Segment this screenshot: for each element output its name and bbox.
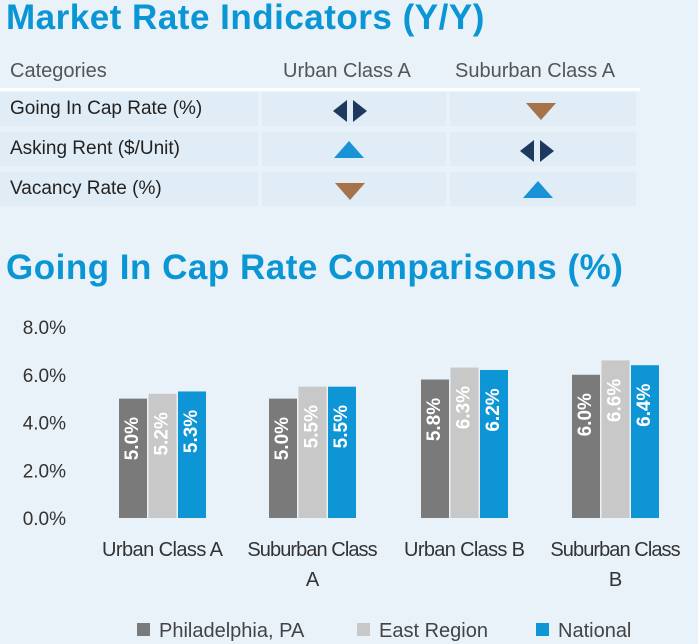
header-suburban-class-a: Suburban Class A (455, 60, 616, 82)
table-row: Asking Rent ($/Unit) (0, 132, 640, 169)
data-label: 5.3% (181, 410, 202, 453)
bar (298, 386, 327, 518)
data-label: 5.0% (122, 417, 143, 460)
row-label: Asking Rent ($/Unit) (10, 138, 181, 159)
indicators-title: Market Rate Indicators (Y/Y) (6, 0, 485, 37)
table-divider (0, 88, 640, 91)
data-label: 5.2% (152, 412, 173, 455)
x-tick-label: Urban Class A (102, 539, 224, 561)
bar (148, 393, 177, 518)
flat-indicator-icon (333, 100, 367, 127)
down-arrow-icon (335, 183, 365, 205)
legend-label: National (558, 620, 631, 642)
bar (601, 360, 630, 518)
legend-swatch (536, 623, 549, 636)
table-row: Vacancy Rate (%) (0, 172, 640, 209)
flat-indicator-icon (520, 140, 554, 167)
bar (269, 398, 297, 518)
x-tick-label: B (609, 569, 622, 591)
x-tick-label: Suburban Class (247, 539, 377, 561)
header-urban-class-a: Urban Class A (283, 60, 411, 82)
legend-swatch (137, 623, 150, 636)
bar (328, 386, 356, 518)
data-label: 6.4% (634, 383, 655, 426)
x-tick-label: Suburban Class (550, 539, 680, 561)
x-tick-label: A (306, 569, 320, 591)
x-tick-label: Urban Class B (404, 539, 525, 561)
bar (480, 369, 508, 518)
legend-swatch (357, 623, 370, 636)
bar (450, 367, 479, 518)
chart-title: Going In Cap Rate Comparisons (%) (6, 248, 624, 287)
bar (178, 391, 206, 518)
data-label: 6.0% (575, 393, 596, 436)
data-label: 5.8% (424, 398, 445, 441)
bar (421, 379, 449, 518)
bar (631, 365, 659, 518)
y-tick-label: 8.0% (23, 318, 66, 339)
table-row: Going In Cap Rate (%) (0, 92, 640, 129)
row-label: Vacancy Rate (%) (10, 178, 162, 199)
data-label: 5.0% (272, 417, 293, 460)
cap-rate-bar-chart: 0.0% 2.0% 4.0% 6.0% 8.0% 5.0% 5.2% 5.3% Urban Cl… (23, 318, 681, 642)
legend-label: Philadelphia, PA (159, 620, 305, 642)
header-categories: Categories (10, 60, 107, 82)
y-tick-label: 6.0% (23, 366, 66, 387)
bar (119, 398, 147, 518)
up-arrow-icon (334, 141, 364, 163)
up-arrow-icon (523, 181, 553, 203)
y-tick-label: 2.0% (23, 461, 66, 482)
bar (572, 374, 600, 518)
data-label: 6.6% (605, 379, 626, 422)
down-arrow-icon (526, 103, 556, 125)
data-label: 5.5% (331, 405, 352, 448)
data-label: 5.5% (302, 405, 323, 448)
y-tick-label: 4.0% (23, 414, 66, 435)
y-tick-label: 0.0% (23, 509, 66, 530)
row-label: Going In Cap Rate (%) (10, 98, 203, 119)
data-label: 6.2% (483, 388, 504, 431)
legend-label: East Region (379, 620, 488, 642)
data-label: 6.3% (454, 386, 475, 429)
